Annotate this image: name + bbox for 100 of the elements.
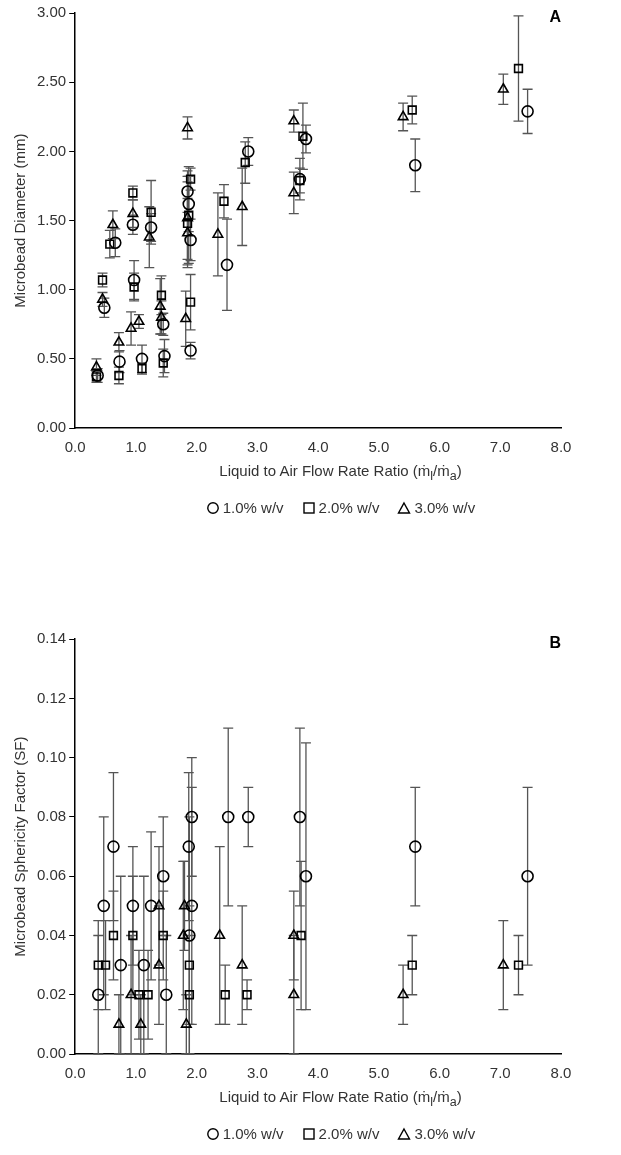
x-tick-label: 7.0 — [489, 1064, 511, 1082]
point — [154, 300, 166, 310]
x-tick-label: 2.0 — [186, 438, 208, 456]
point — [126, 899, 140, 913]
y-tick-label: 0.00 — [36, 1044, 67, 1062]
point — [288, 114, 300, 125]
point — [521, 105, 534, 118]
x-tick-label: 1.0 — [125, 1064, 147, 1082]
point — [156, 290, 167, 300]
point — [177, 929, 189, 940]
x-axis-title: Liquid to Air Flow Rate Ratio (ṁ$_{l}$/ṁ$_{a}$) — [218, 462, 463, 483]
point — [91, 988, 105, 1002]
point — [513, 960, 524, 970]
point — [146, 207, 156, 217]
y-tick-label: 1.50 — [36, 210, 67, 228]
point — [240, 157, 250, 168]
x-tick-label: 2.0 — [186, 1064, 208, 1082]
point — [214, 929, 226, 940]
x-tick-label: 3.0 — [246, 1064, 268, 1082]
point — [96, 293, 109, 303]
point — [113, 1018, 125, 1028]
point — [144, 221, 158, 234]
y-tick-label: 2.50 — [36, 72, 67, 90]
point — [180, 1018, 192, 1028]
point — [299, 869, 313, 883]
point — [185, 899, 199, 913]
legend-label: 1.0% w/v — [222, 499, 284, 516]
legend-label: 3.0% w/v — [414, 499, 476, 516]
y-tick-label: 0.14 — [36, 629, 67, 647]
point — [181, 185, 194, 198]
y-tick-label: 0.50 — [36, 349, 67, 367]
point — [299, 132, 313, 146]
x-tick-label: 6.0 — [429, 438, 450, 456]
point — [156, 869, 170, 883]
point — [184, 233, 197, 247]
y-tick-label: 0.08 — [36, 807, 67, 825]
point — [135, 352, 149, 366]
point — [90, 360, 103, 371]
point — [221, 810, 235, 824]
point — [182, 218, 193, 229]
point — [100, 960, 111, 970]
point — [288, 186, 300, 197]
point — [108, 930, 119, 941]
point — [98, 301, 111, 315]
y-tick-label: 0.00 — [36, 418, 67, 436]
point — [180, 312, 192, 323]
point — [155, 311, 167, 321]
point — [133, 315, 145, 326]
point — [158, 358, 168, 368]
point — [113, 355, 126, 368]
point — [178, 899, 191, 910]
y-tick-label: 3.00 — [36, 3, 67, 21]
point — [497, 82, 509, 93]
x-tick-label: 5.0 — [368, 438, 390, 456]
point — [183, 929, 196, 942]
point — [156, 318, 170, 331]
point — [158, 930, 168, 941]
y-tick-label: 0.02 — [36, 984, 67, 1002]
point — [129, 282, 139, 292]
point — [125, 322, 137, 332]
point — [288, 988, 300, 999]
point — [107, 840, 120, 853]
point — [93, 960, 103, 970]
y-tick-label: 0.12 — [36, 688, 67, 706]
point — [513, 63, 524, 74]
point — [293, 810, 307, 824]
point — [127, 207, 139, 218]
point — [181, 226, 194, 237]
point — [236, 200, 248, 211]
point — [184, 960, 195, 970]
point — [298, 131, 308, 141]
x-tick-label: 8.0 — [550, 1064, 572, 1082]
point — [185, 174, 196, 184]
legend-label: 3.0% w/v — [414, 1125, 476, 1142]
point — [184, 990, 195, 1000]
point — [126, 218, 140, 232]
point — [397, 110, 409, 121]
point — [144, 899, 158, 913]
point — [408, 158, 422, 172]
point — [159, 988, 173, 1002]
x-tick-label: 3.0 — [246, 438, 268, 456]
y-axis-title: Microbead Sphericity Factor (SF) — [11, 736, 29, 957]
legend-label: 1.0% w/v — [222, 1125, 284, 1142]
point — [241, 145, 255, 158]
x-tick-label: 4.0 — [307, 1064, 329, 1082]
point — [143, 990, 153, 1000]
point — [241, 810, 255, 824]
point — [97, 899, 111, 913]
y-tick-label: 2.00 — [36, 141, 67, 159]
point — [135, 1018, 147, 1028]
point — [143, 230, 155, 241]
point — [158, 349, 171, 363]
legend-label: 2.0% w/v — [318, 499, 380, 516]
point — [128, 930, 138, 941]
y-tick-label: 0.10 — [36, 747, 67, 765]
point — [521, 869, 534, 883]
point — [114, 958, 128, 972]
chart-title: A — [549, 8, 562, 26]
point — [182, 197, 196, 211]
point — [219, 196, 229, 206]
